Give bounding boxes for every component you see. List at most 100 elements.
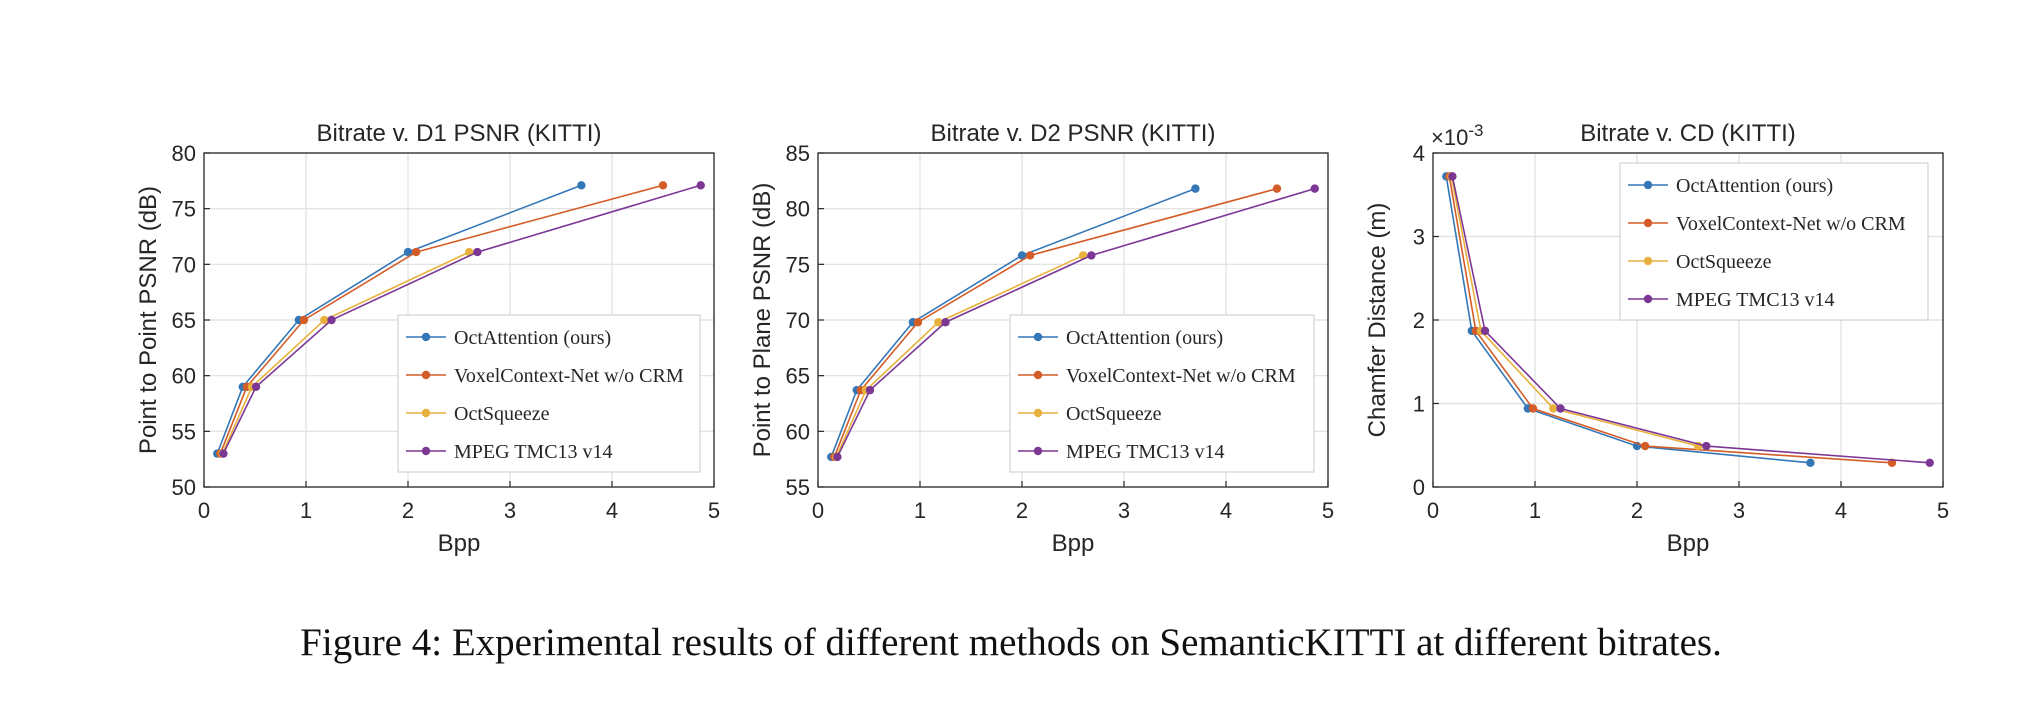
y-tick-label: 3: [1413, 225, 1425, 250]
x-tick-label: 3: [504, 498, 516, 523]
data-point: [577, 181, 586, 190]
series-line-3: [835, 254, 1084, 458]
x-tick-label: 0: [198, 498, 210, 523]
legend-item: OctAttention (ours): [1018, 327, 1223, 349]
legend-label: OctSqueeze: [1676, 251, 1772, 273]
legend: OctAttention (ours) VoxelContext-Net w/o …: [1619, 162, 1929, 321]
legend-swatch-marker: [421, 408, 431, 418]
x-axis-label: Bpp: [1667, 530, 1710, 557]
legend-item: OctAttention (ours): [1628, 175, 1833, 197]
chart-title: Bitrate v. CD (KITTI): [1580, 120, 1796, 147]
data-point: [1528, 404, 1538, 413]
legend-label: MPEG TMC13 v14: [454, 441, 613, 463]
legend-swatch-marker: [1033, 332, 1043, 342]
legend-item: VoxelContext-Net w/o CRM: [406, 365, 684, 387]
y-tick-label: 70: [172, 252, 196, 277]
x-tick-label: 2: [402, 498, 414, 523]
figure-caption: Figure 4: Experimental results of differ…: [300, 621, 1722, 664]
legend-item: OctSqueeze: [406, 403, 550, 425]
x-tick-label: 4: [1220, 498, 1232, 523]
y-tick-label: 70: [786, 308, 810, 333]
y-tick-label: 50: [172, 475, 196, 500]
data-point: [473, 247, 482, 257]
legend-box: [397, 314, 701, 473]
data-point: [1480, 326, 1490, 336]
legend-label: MPEG TMC13 v14: [1676, 289, 1835, 311]
data-point: [934, 318, 943, 327]
x-tick-label: 3: [1733, 498, 1745, 523]
y-tick-label: 2: [1413, 308, 1425, 333]
legend: OctAttention (ours) VoxelContext-Net w/o …: [397, 314, 701, 473]
legend-swatch-marker: [1643, 218, 1653, 228]
x-tick-label: 5: [1322, 498, 1334, 523]
y-tick-label: 80: [172, 141, 196, 166]
data-point: [1191, 184, 1200, 193]
x-tick-label: 1: [300, 498, 312, 523]
data-point: [1272, 184, 1282, 193]
x-tick-label: 2: [1631, 498, 1643, 523]
legend-item: MPEG TMC13 v14: [1018, 441, 1225, 463]
legend-swatch-marker: [1033, 370, 1043, 380]
legend-item: VoxelContext-Net w/o CRM: [1628, 213, 1906, 235]
data-point: [941, 318, 950, 327]
legend-item: VoxelContext-Net w/o CRM: [1018, 365, 1296, 387]
y-tick-label: 4: [1413, 141, 1425, 166]
legend-swatch-marker: [1643, 256, 1653, 266]
chart-3: 0 1 2 3 4 5 0 1 2 3 4 Bitrate v. CD (KITTI) Bpp Chamf…: [1364, 120, 1949, 557]
legend-item: OctSqueeze: [1018, 403, 1162, 425]
legend-swatch-marker: [1033, 408, 1043, 418]
data-point: [1806, 458, 1815, 467]
data-point: [696, 181, 705, 190]
legend-item: OctAttention (ours): [406, 327, 611, 349]
data-point: [1640, 441, 1650, 451]
data-point: [865, 385, 875, 395]
axes-box: [203, 152, 715, 488]
x-tick-label: 2: [1016, 498, 1028, 523]
legend-label: OctSqueeze: [1066, 403, 1162, 425]
legend-label: VoxelContext-Net w/o CRM: [454, 365, 684, 387]
data-point: [219, 449, 228, 458]
data-point: [1702, 441, 1711, 451]
x-tick-label: 0: [1427, 498, 1439, 523]
legend-label: OctAttention (ours): [1676, 175, 1833, 197]
y-tick-label: 80: [786, 197, 810, 222]
chart-title: Bitrate v. D2 PSNR (KITTI): [931, 120, 1216, 147]
y-tick-label: 0: [1413, 475, 1425, 500]
legend-swatch-marker: [1643, 180, 1653, 190]
data-point: [658, 181, 668, 190]
data-point: [1556, 404, 1565, 413]
y-exponent-power: -3: [1468, 121, 1483, 140]
y-axis-label: Point to Point PSNR (dB): [135, 186, 162, 454]
y-tick-label: 85: [786, 141, 810, 166]
data-point: [327, 315, 336, 325]
series-line-3: [221, 251, 470, 454]
data-point: [299, 315, 309, 325]
legend-item: MPEG TMC13 v14: [406, 441, 613, 463]
data-point: [1087, 251, 1096, 260]
x-tick-label: 4: [1835, 498, 1847, 523]
x-tick-label: 1: [1529, 498, 1541, 523]
x-axis-label: Bpp: [1052, 530, 1095, 557]
y-tick-label: 75: [172, 197, 196, 222]
y-tick-label: 1: [1413, 392, 1425, 417]
data-point: [913, 318, 923, 327]
legend-swatch-marker: [421, 332, 431, 342]
axes-box: [817, 152, 1329, 488]
legend-label: VoxelContext-Net w/o CRM: [1676, 213, 1906, 235]
y-axis-label: Point to Plane PSNR (dB): [749, 183, 776, 458]
x-tick-label: 5: [1937, 498, 1949, 523]
x-axis-label: Bpp: [438, 530, 481, 557]
legend-item: MPEG TMC13 v14: [1628, 289, 1835, 311]
data-point: [1017, 251, 1027, 260]
x-tick-label: 4: [606, 498, 618, 523]
legend-swatch-marker: [1643, 294, 1653, 304]
data-point: [833, 452, 842, 462]
data-point: [1448, 172, 1457, 181]
y-tick-label: 60: [786, 419, 810, 444]
data-point: [403, 247, 413, 257]
legend-box: [1009, 314, 1315, 473]
x-tick-label: 1: [914, 498, 926, 523]
legend-label: MPEG TMC13 v14: [1066, 441, 1225, 463]
